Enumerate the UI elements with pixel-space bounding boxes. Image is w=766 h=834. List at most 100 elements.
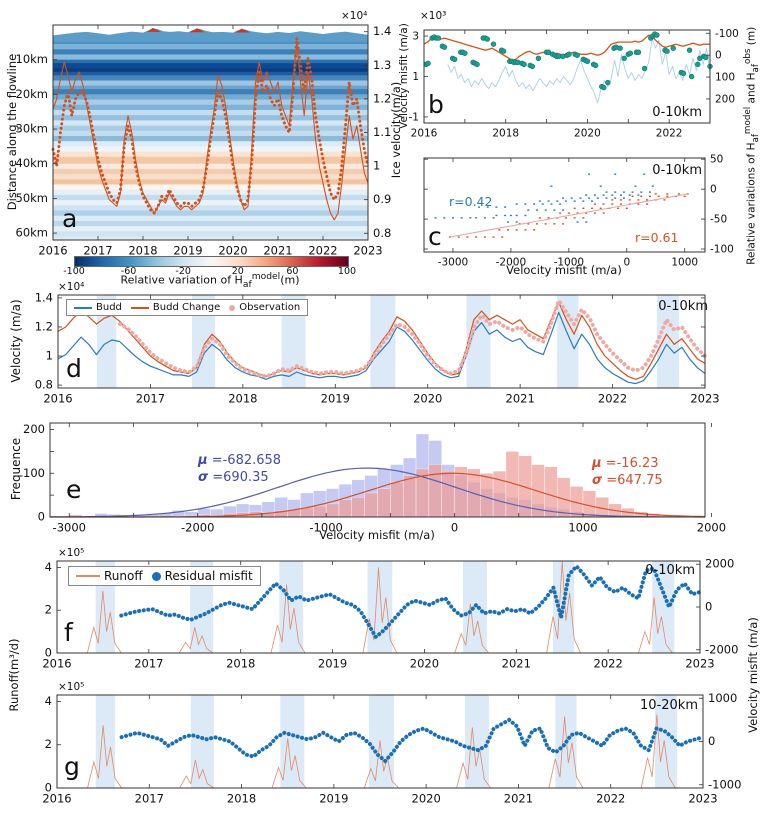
plot-border: [56, 560, 701, 654]
c_orange-dot: [666, 193, 669, 195]
heatmap-row: [53, 194, 368, 201]
y-tick-right-label: 1: [373, 159, 380, 173]
c_orange-dot: [591, 207, 594, 209]
colorbar-tick-label: -60: [120, 266, 137, 277]
panel-b-ylabel: Velocity misfit (m/a): [398, 23, 410, 129]
x-tick-label: -1000: [554, 257, 585, 269]
c_blue-dot: [602, 194, 605, 196]
c_orange-dot: [564, 217, 567, 219]
c_orange-dot: [483, 236, 486, 238]
panel-a-ylabel: Distance along the flowline: [5, 53, 19, 211]
c_blue-dot: [596, 197, 599, 199]
c_blue-dot: [541, 203, 544, 205]
panel-e-stats-blue: μ =-682.658 σ =690.35: [198, 452, 281, 486]
y-tick-right-label: -100: [710, 244, 734, 256]
c_blue-dot: [564, 200, 567, 202]
y-tick-label: 3: [412, 31, 419, 43]
panel-f-exponent: ×10⁵: [58, 547, 85, 559]
c_blue-dot: [622, 191, 625, 193]
panel-f-legend: Runoff Residual misfit: [68, 566, 261, 586]
x-tick-label: -3000: [438, 257, 469, 269]
c_blue-dot: [591, 200, 594, 202]
y-tick-label: 4: [45, 560, 52, 574]
heatmap-row: [53, 200, 368, 206]
legend-residual-misfit-label: Residual misfit: [164, 569, 253, 583]
g_dots-dots: [119, 717, 705, 764]
c_orange-dot: [553, 223, 556, 225]
c_blue-dot: [550, 185, 553, 187]
c_orange-dot: [492, 236, 495, 238]
b_teal-dot: [566, 51, 572, 57]
c_blue-dot: [527, 209, 530, 211]
heatmap-row: [53, 205, 368, 211]
c_orange-dot: [686, 193, 689, 195]
y-tick-label: 50km: [16, 191, 49, 205]
c_blue-dot: [622, 197, 625, 199]
heatmap-row: [53, 68, 368, 73]
c_orange-dot: [646, 199, 649, 201]
heatmap-row: [53, 168, 368, 175]
residual-misfit-dot-swatch: [151, 571, 161, 581]
x-tick-label: 2022: [308, 244, 337, 258]
c_blue-dot: [478, 206, 481, 208]
c_blue-dot: [515, 214, 518, 217]
heatmap-row: [53, 94, 368, 100]
f_dots-dots: [119, 563, 702, 641]
legend-item-observation: Observation: [229, 302, 300, 313]
plot-border: [423, 157, 706, 253]
y-tick-label: 10km: [16, 52, 49, 66]
f_runoff-line: [57, 560, 700, 654]
heatmap-row: [53, 231, 368, 237]
heatmap-row: [53, 89, 368, 95]
b_teal-dot: [574, 52, 580, 58]
c_orange-dot: [527, 223, 530, 225]
x-tick-label: 2020: [574, 128, 601, 140]
melt-season-band: [279, 561, 304, 653]
colorbar: [74, 256, 349, 267]
legend-item-residual-misfit: Residual misfit: [151, 569, 253, 583]
x-tick-label: 2023: [353, 244, 382, 258]
c_blue-dot: [559, 203, 562, 205]
y-tick-right-label: 0.9: [373, 192, 391, 206]
c_blue-dot: [495, 214, 498, 217]
c_blue-dot: [556, 200, 559, 202]
heatmap-row: [53, 120, 368, 126]
c_orange-dot: [654, 193, 657, 195]
mu-value: =-682.658: [207, 453, 282, 468]
b_teal-dot: [441, 44, 448, 50]
stats-blue-sigma: σ =690.35: [198, 469, 281, 486]
c_orange-dot: [466, 236, 469, 238]
c_blue-dot: [550, 203, 553, 205]
heatmap-row: [53, 156, 368, 165]
panel-g-runoff-chart: 2016 2017 2018 2019 2020 2021 2022 2023 0 2 4 -1000…: [42, 691, 741, 806]
heatmap-row: [53, 226, 368, 232]
heatmap-row: [53, 146, 368, 152]
x-tick-label: 2018: [226, 657, 255, 671]
cap1-polygon: [146, 27, 161, 32]
heatmap-row: [53, 125, 368, 132]
c_blue-dot: [582, 200, 585, 202]
e_red-bar: [402, 475, 417, 518]
b_teal-dot: [521, 61, 527, 68]
budd_change-line: [57, 301, 706, 380]
sigma-value: =690.35: [208, 470, 269, 485]
e_red-bar: [492, 470, 507, 518]
c_blue-dot: [619, 194, 622, 196]
c_orange-dot: [576, 212, 579, 214]
x-tick-label: 2019: [321, 392, 350, 406]
c_orange-dot: [631, 195, 634, 198]
heatmap-row: [53, 104, 368, 111]
b_blue-line: [447, 37, 711, 104]
c_orange-dot: [535, 223, 538, 225]
x-tick-label: 2022: [598, 392, 627, 406]
c_orange-dot: [602, 203, 605, 205]
c_orange-dot: [677, 193, 680, 195]
melt-season-band: [557, 295, 579, 388]
y-tick-label: 1: [412, 71, 419, 83]
heatmap-row: [53, 115, 368, 121]
panel-d-range-label: 0-10km: [658, 299, 708, 314]
observation-dot-swatch: [229, 304, 236, 311]
melt-season-band: [656, 295, 680, 388]
c_blue-dot: [562, 209, 565, 211]
